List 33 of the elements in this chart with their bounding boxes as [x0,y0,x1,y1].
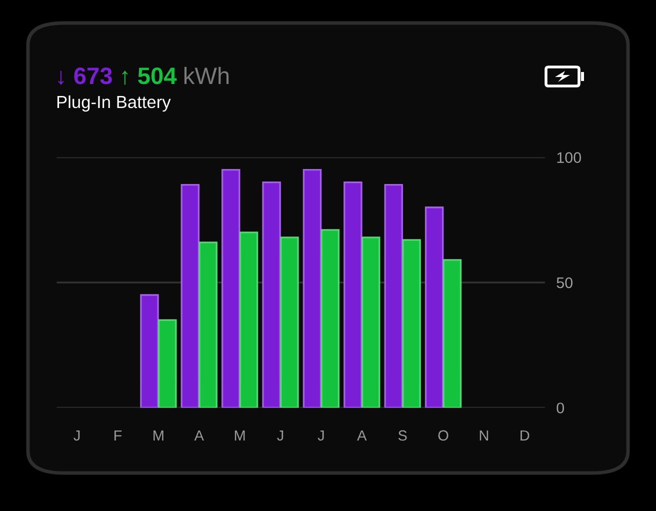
bar [302,168,322,408]
x-tick-label: O [438,430,448,441]
bar [384,184,404,408]
x-tick-label: M [234,430,245,440]
chart-subtitle: Plug-In Battery [57,95,171,112]
bar [221,168,240,408]
bar [402,239,421,408]
x-tick-label: J [74,430,80,441]
x-tick-label: D [520,430,530,440]
x-tick-label: S [398,430,407,441]
y-tick-label: 50 [556,277,573,288]
x-tick-label: J [318,430,324,441]
bar [344,182,362,408]
x-tick-label: A [194,430,204,440]
x-tick-label: M [154,430,164,440]
bar [158,319,177,408]
bar [239,232,258,408]
y-tick-label: 100 [557,152,582,163]
x-tick-label: A [357,430,367,440]
bar [198,242,218,408]
x-tick-label: N [480,430,488,440]
bar [361,236,380,408]
bar [442,259,462,408]
chart-title: ↓ 673 ↑ 504 kWh [58,66,229,85]
bar [180,184,200,408]
x-tick-label: J [277,430,284,441]
x-tick-label: F [114,430,122,440]
bar [280,236,299,408]
y-tick-label: 0 [556,402,564,414]
bar [262,182,281,408]
bar [140,294,159,408]
bar [424,206,444,408]
bar [320,229,340,408]
